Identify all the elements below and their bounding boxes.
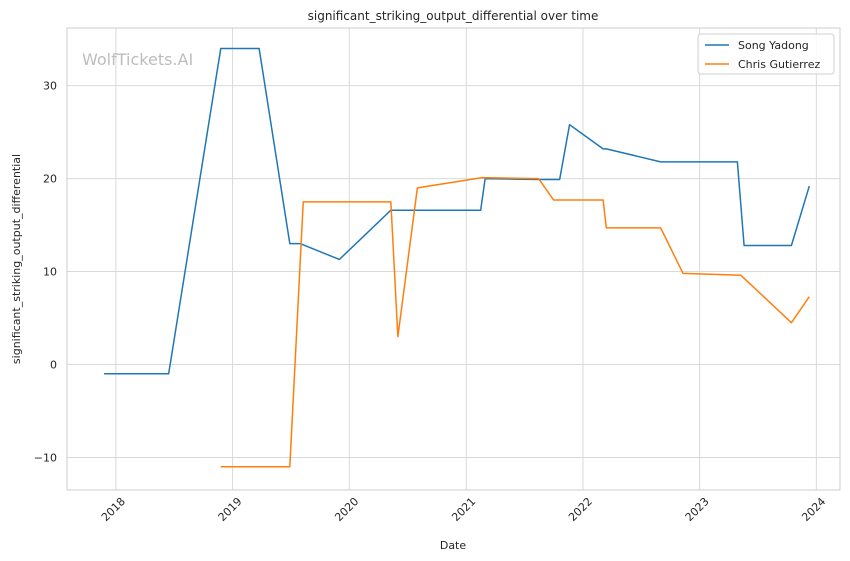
series-line-1 [104, 47, 811, 375]
y-tick-label: 30 [43, 80, 57, 93]
y-tick-label: 20 [43, 173, 57, 186]
legend-box [697, 33, 835, 75]
y-tick-label: 10 [43, 266, 57, 279]
chart-title: significant_striking_output_differential… [308, 9, 599, 23]
series-lines [104, 47, 811, 468]
legend: Song Yadong Chris Gutierrez [697, 33, 835, 75]
watermark: WolfTickets.AI [82, 50, 193, 69]
y-tick-label: 0 [50, 359, 57, 372]
plot-area-frame [66, 27, 841, 491]
x-axis-label: Date [440, 539, 467, 552]
y-tick-label: −10 [34, 451, 57, 464]
y-axis-label: significant_striking_output_differential [10, 154, 23, 364]
grid-lines [67, 28, 840, 490]
y-axis-ticks: −10 0 10 20 30 [34, 80, 57, 465]
legend-entry: Chris Gutierrez [738, 58, 820, 71]
series-line-2 [220, 176, 810, 468]
legend-entry: Song Yadong [738, 39, 809, 52]
